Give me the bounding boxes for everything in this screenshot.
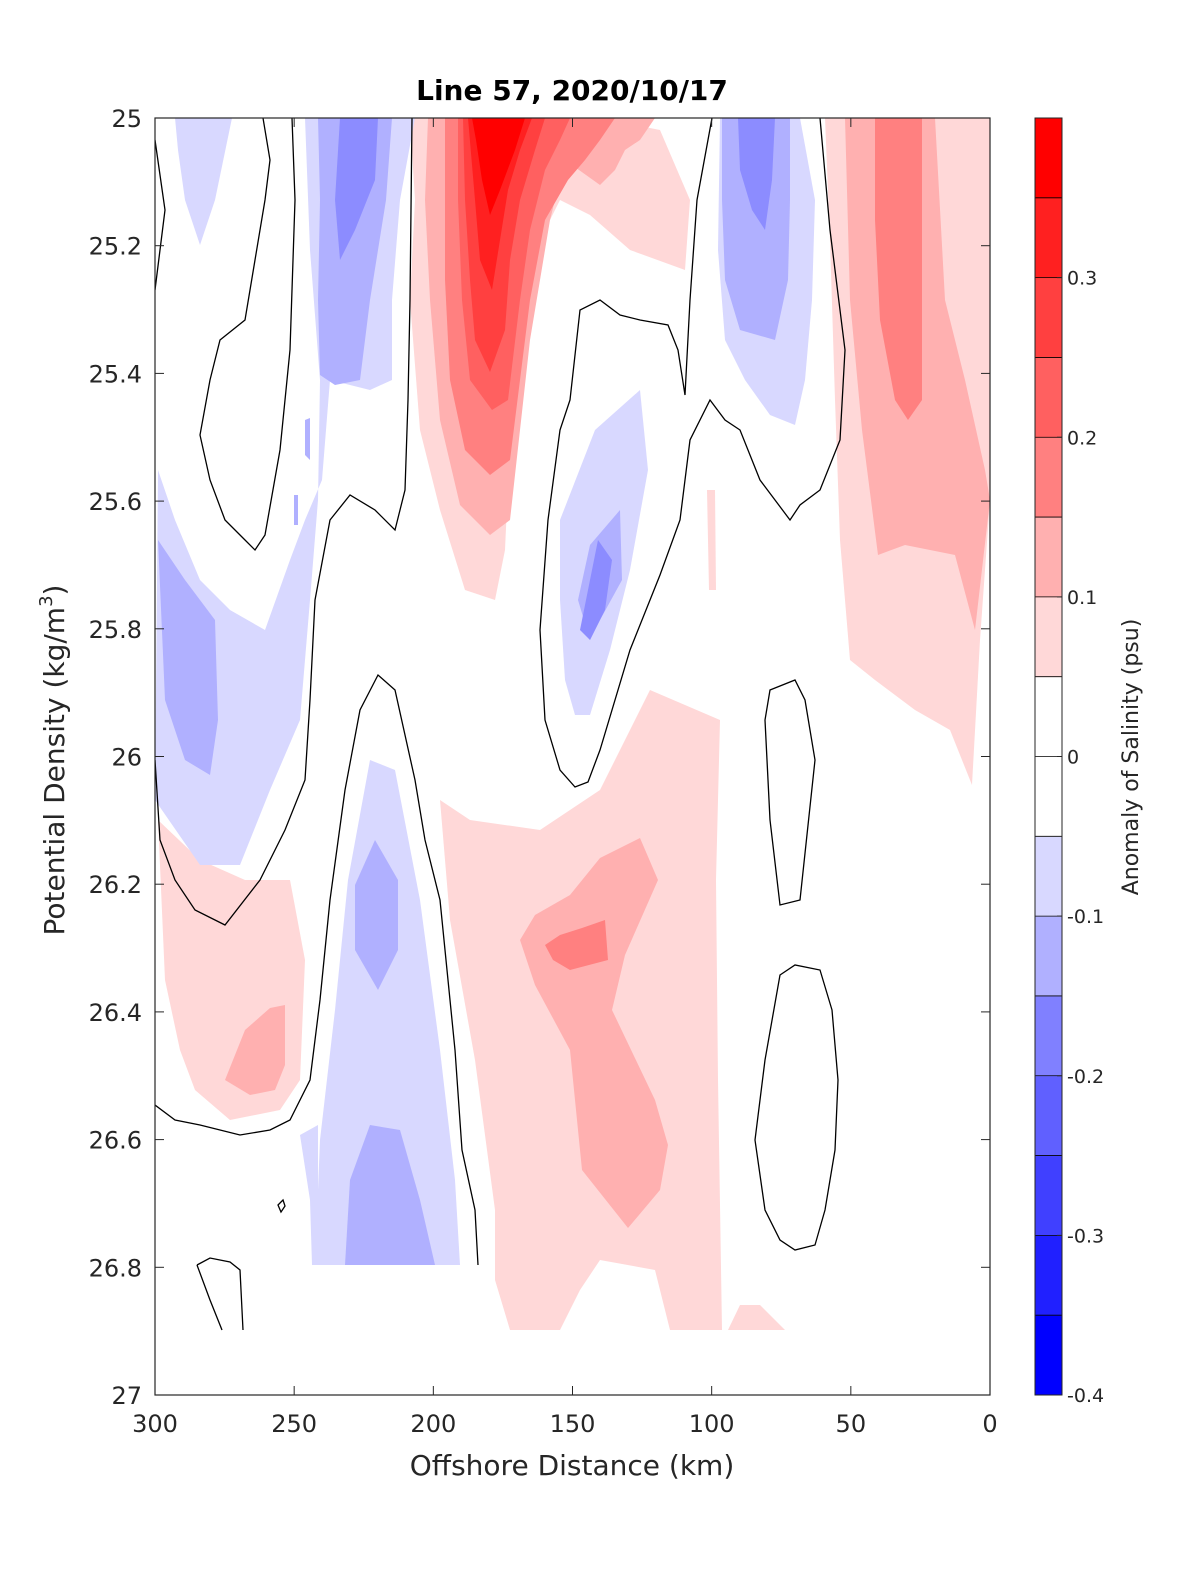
x-tick-label: 0 <box>982 1410 997 1438</box>
fill-region-nearshore-3 <box>875 118 922 420</box>
fill-region-patch-140km <box>520 838 668 1228</box>
fill-region-fresh-230-3 <box>335 118 378 260</box>
colorbar-segment <box>1035 357 1062 438</box>
y-tick-label: 25.2 <box>89 233 142 261</box>
colorbar-segment <box>1035 1075 1062 1157</box>
fill-region-fresh-220-2 <box>355 840 398 990</box>
fill-region-small-fresh-2 <box>294 495 298 525</box>
colorbar-tick-label: -0.2 <box>1067 1066 1104 1088</box>
contour-fill-neg-3 <box>335 118 775 640</box>
colorbar <box>1035 118 1062 1396</box>
y-axis: 25 25.2 25.4 25.6 25.8 26 26.2 26.4 26.6 26.8 27 <box>89 105 990 1410</box>
contour-line-1 <box>155 139 166 291</box>
fill-region-small-fresh <box>305 418 310 460</box>
colorbar-segment <box>1035 517 1062 598</box>
colorbar-tick-label: -0.3 <box>1067 1225 1104 1247</box>
colorbar-segment <box>1035 1315 1062 1396</box>
contour-line-10 <box>277 1198 286 1214</box>
x-tick-label: 300 <box>132 1410 178 1438</box>
colorbar-segment <box>1035 437 1062 518</box>
y-axis-label-exponent: 3 <box>36 595 57 606</box>
colorbar-axis: -0.4 -0.3 -0.2 -0.1 0 0.1 0.2 0.3 <box>1057 268 1104 1407</box>
colorbar-segment <box>1035 995 1062 1077</box>
fill-region-spike-105km <box>707 490 716 590</box>
colorbar-segment <box>1035 197 1062 279</box>
fill-region-surface-fresh-275 <box>175 118 232 245</box>
contour-line-2 <box>199 118 296 552</box>
contour-line-9 <box>196 1264 223 1331</box>
fill-region-fresh-85-3 <box>738 118 775 230</box>
colorbar-tick-label: -0.1 <box>1067 906 1104 928</box>
fill-region-patch-265km <box>225 1005 285 1095</box>
colorbar-segment <box>1035 277 1062 358</box>
colorbar-tick-label: 0.3 <box>1067 268 1097 290</box>
colorbar-tick-label: 0.2 <box>1067 427 1097 449</box>
colorbar-label: Anomaly of Salinity (psu) <box>1119 619 1144 896</box>
colorbar-segment <box>1035 1235 1062 1316</box>
colorbar-segment <box>1035 836 1062 917</box>
fill-region-fresh-145-3 <box>580 540 612 640</box>
colorbar-segment <box>1035 676 1062 757</box>
y-tick-label: 26.8 <box>89 1254 142 1282</box>
fill-region-fresh-220-deep <box>345 1125 435 1265</box>
fill-region-core-7 <box>472 118 525 215</box>
chart-title: Line 57, 2020/10/17 <box>416 74 728 107</box>
x-tick-label: 150 <box>550 1410 596 1438</box>
fill-region-fresh-column-220 <box>315 760 460 1265</box>
y-tick-label: 25.4 <box>89 360 142 388</box>
y-tick-label: 26 <box>111 744 142 772</box>
contour-fill-pos-7 <box>472 118 525 215</box>
colorbar-segment <box>1035 916 1062 997</box>
x-axis: 300 250 200 150 100 50 0 <box>132 118 998 1438</box>
fill-region-offshore-tongue-2 <box>158 540 218 775</box>
contour-line-4 <box>155 673 479 1266</box>
colorbar-segment <box>1035 756 1062 837</box>
y-tick-label: 26.2 <box>89 871 142 899</box>
x-tick-label: 200 <box>410 1410 456 1438</box>
fill-region-patch-140km-3 <box>545 920 608 970</box>
colorbar-segment <box>1035 1155 1062 1236</box>
fill-region-bottom-patch <box>728 1305 785 1330</box>
x-tick-label: 50 <box>836 1410 867 1438</box>
y-axis-label-text: Potential Density (kg/m <box>38 607 71 936</box>
contour-line-8 <box>196 1257 244 1331</box>
plot-area <box>155 118 990 1395</box>
fill-region-fresh-85-2 <box>722 118 790 340</box>
contour-line-5 <box>539 118 846 788</box>
y-axis-label: Potential Density (kg/m3) <box>36 585 71 936</box>
y-tick-label: 25 <box>111 105 142 133</box>
colorbar-tick-label: 0.1 <box>1067 587 1097 609</box>
contour-line-7 <box>754 964 839 1251</box>
colorbar-tick-label: 0 <box>1067 747 1079 769</box>
contour-line-6 <box>764 679 816 906</box>
contour-line-3 <box>155 118 413 926</box>
y-tick-label: 25.8 <box>89 616 142 644</box>
y-tick-label: 26.4 <box>89 999 142 1027</box>
x-tick-label: 250 <box>271 1410 317 1438</box>
colorbar-tick-label: -0.4 <box>1067 1385 1104 1407</box>
contour-lines <box>155 118 846 1331</box>
y-axis-label-close: ) <box>38 585 71 596</box>
x-axis-label: Offshore Distance (km) <box>410 1449 735 1482</box>
fill-region-fresh-deep-left <box>300 1125 318 1265</box>
y-tick-label: 27 <box>111 1382 142 1410</box>
y-tick-label: 25.6 <box>89 488 142 516</box>
colorbar-segment <box>1035 596 1062 678</box>
x-tick-label: 100 <box>689 1410 735 1438</box>
y-tick-label: 26.6 <box>89 1127 142 1155</box>
colorbar-segment <box>1035 118 1062 199</box>
